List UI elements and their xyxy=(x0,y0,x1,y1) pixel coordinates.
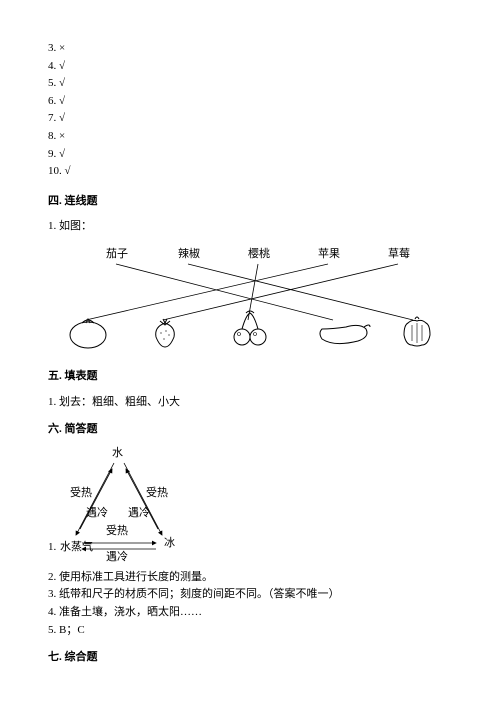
tri-cool-b: 遇冷 xyxy=(106,549,128,567)
tf-mark: × xyxy=(59,42,65,54)
tf-item: 7. √ xyxy=(48,110,452,128)
eggplant-icon xyxy=(316,319,372,356)
tf-item: 9. √ xyxy=(48,146,452,164)
tri-heat-b: 受热 xyxy=(106,523,128,541)
tomato-icon xyxy=(66,313,110,356)
tri-right: 冰 xyxy=(164,535,175,553)
tri-heat-r: 受热 xyxy=(146,485,168,503)
tri-cool-l: 遇冷 xyxy=(86,505,108,523)
page-root: 3. × 4. √ 5. √ 6. √ 7. √ 8. × 9. √ 10. √… xyxy=(0,0,500,695)
tf-item: 10. √ xyxy=(48,163,452,181)
tri-cool-r: 遇冷 xyxy=(128,505,150,523)
cherry-icon xyxy=(228,309,272,356)
fruit-row xyxy=(48,314,452,356)
section6-a4: 4. 准备土壤，浇水，晒太阳…… xyxy=(48,604,452,622)
section4-q1-intro: 1. 如图： xyxy=(48,218,452,236)
tf-num: 10. xyxy=(48,165,62,177)
tf-item: 8. × xyxy=(48,128,452,146)
tf-num: 8. xyxy=(48,130,56,142)
tri-top: 水 xyxy=(112,445,123,463)
tf-mark: √ xyxy=(59,77,65,89)
tf-item: 5. √ xyxy=(48,75,452,93)
section5-title: 五. 填表题 xyxy=(48,368,452,386)
section5-q1: 1. 划去：粗细、粗细、小大 xyxy=(48,394,452,412)
section4-title: 四. 连线题 xyxy=(48,193,452,211)
tf-num: 9. xyxy=(48,148,56,160)
matching-diagram: 茄子 辣椒 樱桃 苹果 草莓 xyxy=(48,246,452,356)
tf-item: 6. √ xyxy=(48,93,452,111)
pepper-icon xyxy=(398,313,436,356)
section6-a5: 5. B；C xyxy=(48,622,452,640)
tf-mark: √ xyxy=(59,60,65,72)
tri-q-prefix: 1. xyxy=(48,539,56,557)
tf-answers: 3. × 4. √ 5. √ 6. √ 7. √ 8. × 9. √ 10. √ xyxy=(48,40,452,181)
tf-item: 3. × xyxy=(48,40,452,58)
tf-mark: × xyxy=(59,130,65,142)
tf-num: 6. xyxy=(48,95,56,107)
section6-a2: 2. 使用标准工具进行长度的测量。 xyxy=(48,569,452,587)
tf-mark: √ xyxy=(65,165,71,177)
section6-title: 六. 简答题 xyxy=(48,421,452,439)
strawberry-icon xyxy=(148,317,182,356)
tf-num: 3. xyxy=(48,42,56,54)
tf-item: 4. √ xyxy=(48,58,452,76)
section6-a3: 3. 纸带和尺子的材质不同；刻度的间距不同。（答案不唯一） xyxy=(48,586,452,604)
tri-left: 水蒸气 xyxy=(60,539,93,557)
tf-mark: √ xyxy=(59,95,65,107)
tf-num: 5. xyxy=(48,77,56,89)
section7-title: 七. 综合题 xyxy=(48,649,452,667)
tf-num: 7. xyxy=(48,112,56,124)
tf-mark: √ xyxy=(59,112,65,124)
water-cycle-triangle: 水 1. 水蒸气 冰 受热 受热 受热 遇冷 遇冷 遇冷 xyxy=(48,447,198,567)
tri-heat-l: 受热 xyxy=(70,485,92,503)
tf-mark: √ xyxy=(59,148,65,160)
tf-num: 4. xyxy=(48,60,56,72)
